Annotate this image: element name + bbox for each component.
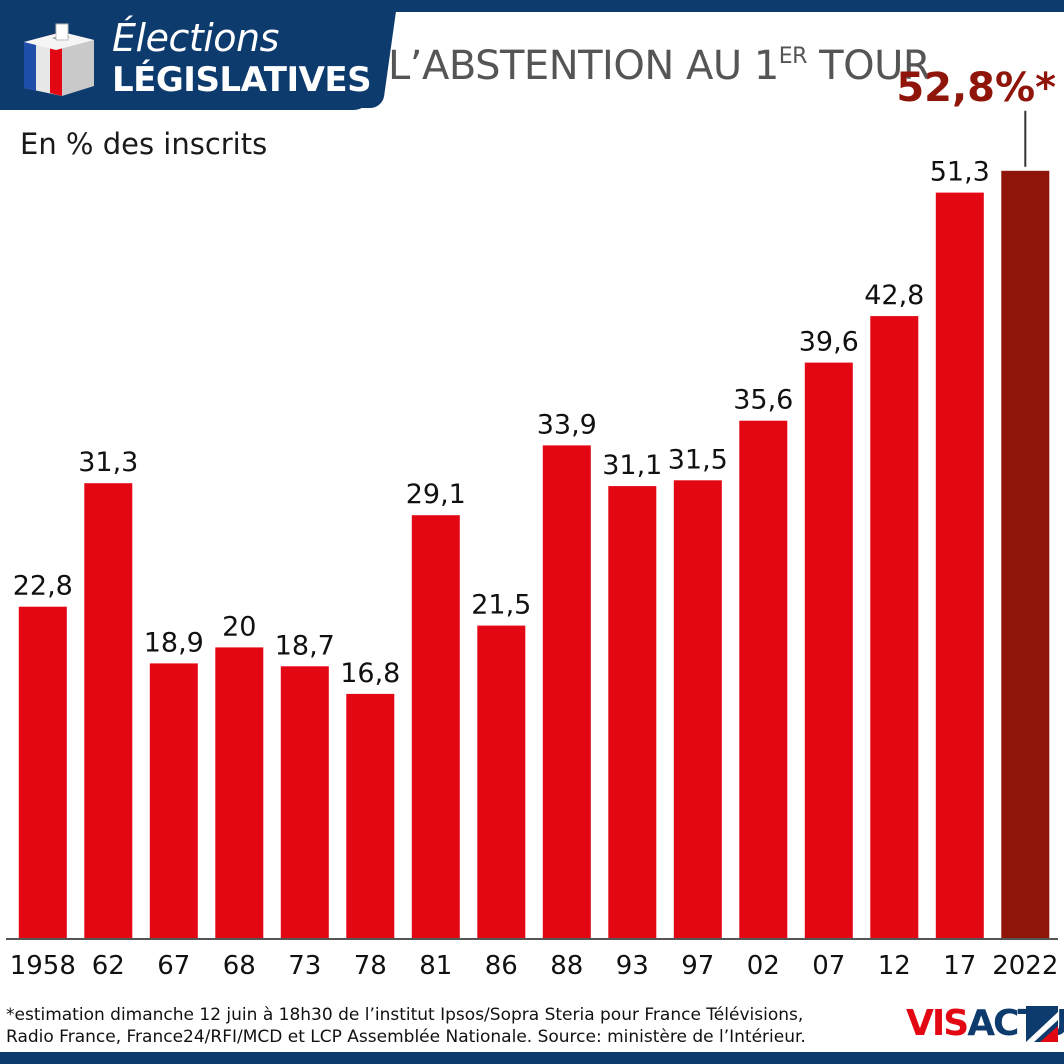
data-label-73: 18,7 — [275, 630, 335, 661]
data-label-67: 18,9 — [144, 627, 204, 658]
data-label-68: 20 — [222, 611, 256, 642]
bar-78 — [346, 693, 395, 938]
chart-title: L’ABSTENTION AU 1ER TOUR — [388, 40, 931, 92]
bar-2022 — [1001, 170, 1050, 939]
bar-97 — [673, 480, 722, 938]
title-end: TOUR — [806, 43, 931, 89]
visactu-logo: VISACTU — [906, 1000, 1064, 1048]
footnote-line2: Radio France, France24/RFI/MCD et LCP As… — [6, 1027, 806, 1047]
bar-68 — [215, 647, 264, 938]
data-label-97: 31,5 — [668, 444, 728, 475]
title-main: L’ABSTENTION AU 1 — [388, 43, 779, 89]
title-superscript: ER — [778, 44, 808, 69]
bar-02 — [739, 420, 788, 938]
data-label-88: 33,9 — [537, 409, 597, 440]
bar-07 — [804, 362, 853, 939]
bar-86 — [477, 625, 526, 938]
logo-flag-icon — [1026, 1006, 1058, 1042]
x-tick-73: 73 — [288, 951, 321, 981]
x-tick-02: 02 — [747, 951, 780, 981]
data-label-78: 16,8 — [340, 658, 400, 689]
footnote: *estimation dimanche 12 juin à 18h30 de … — [6, 1004, 886, 1048]
bar-12 — [870, 316, 919, 939]
bar-93 — [608, 486, 657, 938]
data-label-81: 29,1 — [406, 479, 466, 510]
x-tick-62: 62 — [92, 951, 125, 981]
logo-text-part1: VIS — [906, 1003, 969, 1044]
x-tick-17: 17 — [943, 951, 976, 981]
data-label-62: 31,3 — [78, 447, 138, 478]
highlight-label: 52,8%* — [896, 65, 1056, 111]
data-label-93: 31,1 — [602, 450, 662, 481]
bar-17 — [935, 192, 984, 939]
data-label-86: 21,5 — [471, 590, 531, 621]
bottom-bar — [0, 1052, 1064, 1064]
badge-title-line1: Élections — [112, 16, 279, 60]
data-label-02: 35,6 — [733, 385, 793, 416]
bar-62 — [84, 483, 133, 938]
x-tick-97: 97 — [681, 951, 714, 981]
x-tick-12: 12 — [878, 951, 911, 981]
bar-1958 — [18, 606, 67, 938]
x-tick-88: 88 — [550, 951, 583, 981]
data-label-12: 42,8 — [864, 280, 924, 311]
data-label-17: 51,3 — [930, 157, 990, 188]
bar-81 — [411, 515, 460, 938]
ballot-box-icon — [24, 23, 94, 96]
y-axis-label: En % des inscrits — [20, 127, 268, 161]
footnote-line1: *estimation dimanche 12 juin à 18h30 de … — [6, 1005, 804, 1025]
x-tick-07: 07 — [812, 951, 845, 981]
x-tick-2022: 2022 — [992, 951, 1058, 981]
x-tick-93: 93 — [616, 951, 649, 981]
x-tick-67: 67 — [157, 951, 190, 981]
x-tick-1958: 1958 — [10, 951, 76, 981]
x-tick-78: 78 — [354, 951, 387, 981]
bar-88 — [542, 445, 591, 938]
data-label-07: 39,6 — [799, 327, 859, 358]
bar-67 — [149, 663, 198, 938]
data-label-1958: 22,8 — [13, 571, 73, 602]
x-tick-86: 86 — [485, 951, 518, 981]
badge-title-line2: LÉGISLATIVES — [112, 60, 372, 100]
bar-73 — [280, 666, 329, 938]
x-tick-81: 81 — [419, 951, 452, 981]
x-tick-68: 68 — [223, 951, 256, 981]
